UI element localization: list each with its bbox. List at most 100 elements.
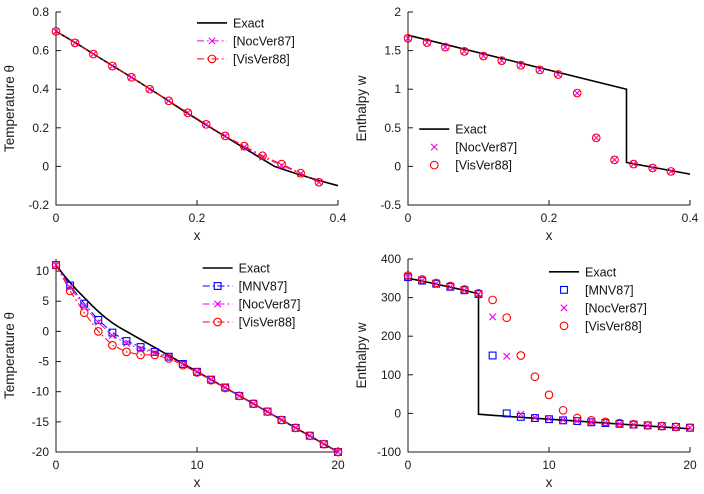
y-axis-label: Enthalpy w [354, 322, 369, 388]
series-visver88 [403, 33, 676, 176]
x-tick-label: 0 [405, 211, 412, 225]
legend-label: [NocVer87] [239, 298, 301, 312]
marker-circle [403, 271, 413, 280]
marker-circle [474, 289, 483, 298]
marker-square [530, 414, 539, 422]
marker-circle [277, 415, 286, 425]
series-visver88 [51, 26, 324, 187]
y-tick-label: -100 [377, 445, 401, 459]
marker-x [71, 39, 79, 47]
series-line [55, 30, 320, 183]
marker-x [479, 52, 488, 60]
legend-label: [NocVer87] [585, 301, 647, 315]
series-line [407, 277, 691, 430]
marker-circle [553, 70, 563, 79]
marker-circle [79, 308, 89, 318]
legend-label: Exact [233, 16, 265, 30]
marker-circle [319, 439, 329, 449]
marker-circle [136, 350, 145, 360]
marker-circle [422, 38, 432, 47]
series-mnv87 [52, 261, 342, 456]
marker-x [686, 424, 694, 432]
marker-circle [685, 423, 695, 433]
marker-circle [145, 84, 155, 94]
x-tick-label: 0.4 [330, 211, 347, 225]
y-tick-label: 10 [36, 264, 50, 278]
marker-x [667, 167, 675, 176]
legend: Exact [NocVer87] [VisVer88] [197, 16, 295, 66]
marker-circle [460, 47, 469, 56]
marker-x [649, 164, 657, 172]
marker-circle [164, 96, 174, 106]
y-tick-label: -10 [32, 385, 50, 399]
x-tick-label: 10 [542, 458, 556, 472]
marker-x [592, 134, 600, 142]
marker-x [108, 332, 116, 340]
marker-circle [192, 368, 202, 377]
marker-x [630, 421, 638, 429]
marker-square [488, 351, 497, 360]
marker-circle [93, 327, 103, 336]
marker-circle [544, 390, 554, 400]
marker-x [122, 339, 131, 348]
marker-circle [296, 168, 305, 178]
marker-circle [239, 141, 249, 151]
marker-circle [666, 167, 676, 176]
marker-circle [586, 415, 596, 425]
marker-circle [51, 26, 61, 36]
marker-x [306, 432, 314, 440]
marker-circle [431, 278, 441, 288]
marker-square [94, 315, 103, 324]
marker-x [441, 43, 449, 51]
marker-circle [207, 54, 217, 64]
marker-square [502, 409, 511, 418]
marker-x [573, 89, 581, 97]
marker-square [66, 281, 75, 290]
marker-x [214, 300, 222, 308]
x-axis-label: x [194, 228, 201, 243]
marker-x [489, 313, 497, 321]
legend-label: Exact [455, 123, 487, 137]
subplot-temperature-theta-bottom-left: 0 10 20 -20 -15 -10 -5 0 5 10 x Temperature θ Exact [… [0, 247, 352, 494]
legend-label: [MNV87] [239, 280, 288, 294]
marker-circle [164, 354, 174, 363]
marker-circle [108, 61, 117, 71]
y-tick-label: 5 [42, 294, 49, 308]
y-tick-label: -15 [32, 415, 50, 429]
marker-circle [629, 159, 638, 169]
series-nocver87 [404, 34, 675, 176]
x-tick-label: 0 [53, 458, 60, 472]
marker-circle [249, 399, 258, 409]
y-axis-label: Temperature θ [2, 312, 17, 399]
x-axis-label: x [546, 228, 553, 243]
marker-circle [277, 159, 286, 169]
marker-square [560, 285, 568, 294]
series-exact [407, 34, 691, 175]
marker-x [320, 440, 328, 448]
marker-x [517, 410, 525, 418]
marker-circle [488, 295, 497, 305]
marker-circle [108, 340, 117, 350]
marker-square [150, 347, 159, 356]
marker-circle [333, 447, 343, 457]
marker-circle [572, 88, 582, 98]
y-tick-label: -0.5 [380, 198, 401, 212]
axes-spines [407, 12, 690, 206]
subplot-enthalpy-w-bottom-right: 0 10 20 -100 0 100 200 300 400 x Enthalpy w Exact [M… [352, 247, 704, 494]
marker-circle [648, 163, 657, 173]
series-visver88 [403, 271, 695, 433]
marker-circle [615, 418, 624, 428]
y-axis-label: Temperature θ [2, 65, 17, 152]
y-tick-label: 0 [394, 159, 401, 173]
marker-x [460, 47, 468, 55]
y-tick-label: -20 [32, 445, 50, 459]
series-nocver87 [52, 261, 342, 456]
chart-enthalpy-w-small: 0 0.2 0.4 -0.5 0 0.5 1 1.5 2 x Enthalpy w Exact [Noc… [354, 5, 699, 243]
marker-x [94, 318, 102, 326]
marker-circle [516, 351, 526, 360]
series-line [55, 264, 339, 453]
y-tick-label: 0.8 [32, 5, 49, 19]
marker-circle [629, 419, 638, 429]
marker-x [89, 50, 97, 58]
marker-circle [263, 407, 272, 416]
